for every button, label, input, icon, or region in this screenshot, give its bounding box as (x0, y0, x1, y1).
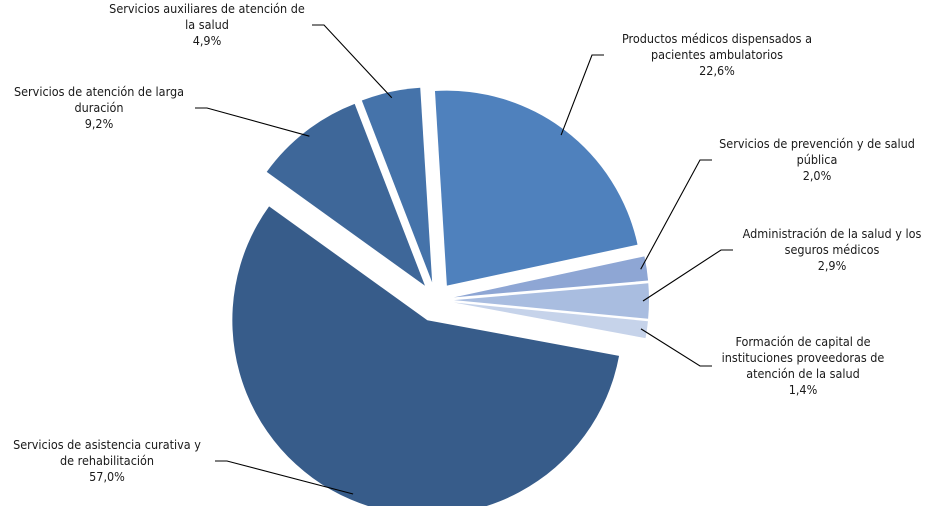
leader-line-6 (195, 107, 310, 137)
slice-label-2: Servicios de prevención y de salud públic… (719, 136, 915, 183)
slice-value-label-4: 1,4% (789, 382, 818, 397)
slice-value-label-5: 57,0% (89, 469, 125, 484)
slice-category-label-2-line-1: Servicios de prevención y de salud (719, 136, 915, 151)
slice-label-4: Formación de capital de instituciones pro… (722, 334, 885, 397)
slice-label-3: Administración de la salud y los seguros … (743, 226, 922, 273)
slice-category-label-6-line-2: duración (74, 100, 123, 115)
slice-category-label-3-line-1: Administración de la salud y los (743, 226, 922, 241)
slice-category-label-7-line-1: Servicios auxiliares de atención de (109, 1, 305, 16)
slice-category-label-4-line-1: Formación de capital de (735, 334, 870, 349)
slice-category-label-5-line-1: Servicios de asistencia curativa y (13, 437, 201, 452)
slice-value-label-3: 2,9% (818, 258, 847, 273)
leader-line-2 (640, 159, 712, 270)
leader-line-7 (312, 24, 393, 99)
slice-category-label-4-line-3: atención de la salud (746, 366, 860, 381)
slice-category-label-7-line-2: la salud (185, 17, 229, 32)
pie-slice-7 (361, 87, 433, 283)
pie-slice-2 (453, 256, 649, 298)
pie-slice-4 (453, 302, 648, 339)
slice-category-label-2-line-2: pública (797, 152, 838, 167)
pie-slice-5 (232, 206, 620, 506)
slice-value-label-2: 2,0% (803, 168, 832, 183)
leader-line-1 (560, 54, 604, 136)
slice-label-6: Servicios de atención de larga duración 9,… (14, 84, 184, 131)
slice-value-label-6: 9,2% (85, 116, 114, 131)
pie-slice-3 (454, 283, 650, 319)
leader-line-5 (215, 460, 354, 495)
slice-label-5: Servicios de asistencia curativa y de reh… (13, 437, 201, 484)
slice-label-1: Productos médicos dispensados a pacientes… (622, 31, 812, 78)
slice-value-label-7: 4,9% (193, 33, 222, 48)
pie-slice-6 (266, 103, 425, 286)
slice-category-label-4-line-2: instituciones proveedoras de (722, 350, 885, 365)
leader-line-3 (642, 249, 733, 302)
slice-category-label-6-line-1: Servicios de atención de larga (14, 84, 184, 99)
leader-line-4 (640, 328, 712, 367)
slice-category-label-1-line-2: pacientes ambulatorios (651, 47, 783, 62)
slice-category-label-1-line-1: Productos médicos dispensados a (622, 31, 812, 46)
pie-slice-1 (434, 90, 638, 286)
slice-category-label-3-line-2: seguros médicos (785, 242, 880, 257)
slice-label-7: Servicios auxiliares de atención de la sa… (109, 1, 305, 48)
slice-value-label-1: 22,6% (699, 63, 735, 78)
slice-category-label-5-line-2: de rehabilitación (60, 453, 154, 468)
